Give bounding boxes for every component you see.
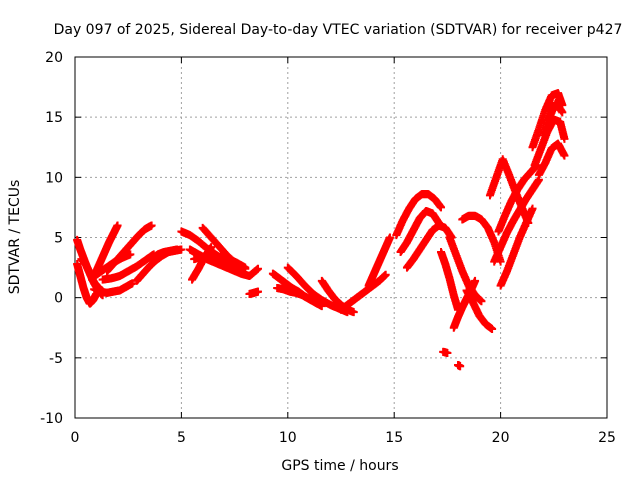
series-arc-h bbox=[92, 250, 135, 279]
series-arc-p bbox=[245, 287, 263, 299]
data-point bbox=[349, 308, 358, 317]
x-tick-label: 0 bbox=[71, 430, 80, 446]
data-point bbox=[173, 245, 182, 254]
series-arc-w bbox=[392, 190, 446, 240]
series-arc-o bbox=[188, 243, 216, 284]
x-tick-label: 25 bbox=[598, 430, 616, 446]
data-points bbox=[73, 89, 569, 371]
y-tick-label: 0 bbox=[54, 291, 63, 307]
series-arc-an bbox=[539, 98, 567, 140]
data-point bbox=[528, 204, 537, 213]
y-tick-label: 5 bbox=[54, 231, 63, 247]
data-point bbox=[488, 324, 497, 333]
data-point bbox=[456, 362, 465, 371]
series-arc-aj bbox=[496, 204, 537, 290]
data-point bbox=[443, 349, 452, 358]
x-tick-label: 10 bbox=[279, 430, 297, 446]
series-arc-ab bbox=[462, 286, 497, 333]
data-point bbox=[381, 270, 390, 279]
data-point bbox=[560, 134, 569, 143]
data-point bbox=[437, 203, 446, 212]
x-tick-label: 15 bbox=[385, 430, 403, 446]
series-arc-af bbox=[458, 211, 505, 266]
y-tick-label: -10 bbox=[40, 411, 63, 427]
data-point bbox=[558, 108, 567, 117]
series-arc-e bbox=[90, 279, 137, 297]
data-point bbox=[207, 243, 216, 252]
data-point bbox=[241, 264, 250, 273]
series-arc-am bbox=[534, 139, 569, 179]
series-arc-u bbox=[337, 270, 390, 314]
data-point bbox=[113, 221, 122, 230]
data-point bbox=[560, 151, 569, 160]
series-arc-ac bbox=[449, 276, 480, 332]
data-point bbox=[254, 264, 263, 273]
series-arc-n bbox=[198, 223, 250, 273]
grid bbox=[75, 57, 607, 418]
y-tick-label: 15 bbox=[45, 110, 63, 126]
x-axis-label: GPS time / hours bbox=[281, 458, 398, 474]
chart-title: Day 097 of 2025, Sidereal Day-to-day VTE… bbox=[54, 22, 623, 38]
data-point bbox=[477, 297, 486, 306]
x-tick-label: 5 bbox=[177, 430, 186, 446]
plot-frame bbox=[74, 56, 608, 419]
series-arc-ak bbox=[528, 89, 567, 152]
y-axis-label: SDTVAR / TECUs bbox=[7, 180, 23, 295]
x-tick-label: 20 bbox=[492, 430, 510, 446]
series-arc-ad bbox=[439, 347, 452, 358]
data-point bbox=[385, 233, 394, 242]
data-point bbox=[126, 250, 135, 259]
data-point bbox=[471, 276, 480, 285]
y-tick-label: 10 bbox=[45, 170, 63, 186]
data-point bbox=[254, 287, 263, 296]
series-arc-j bbox=[147, 245, 182, 264]
data-point bbox=[128, 279, 137, 288]
y-axis-ticks: -10 -5 0 5 10 15 20 bbox=[40, 50, 607, 427]
y-tick-label: 20 bbox=[45, 50, 63, 66]
data-point bbox=[147, 221, 156, 230]
series-arc-v bbox=[364, 233, 394, 290]
series-arc-ae bbox=[454, 361, 465, 371]
series-arc-y bbox=[402, 221, 456, 272]
series-arc-s bbox=[283, 263, 352, 317]
series-arc-x bbox=[396, 207, 443, 256]
y-tick-label: -5 bbox=[49, 351, 63, 367]
